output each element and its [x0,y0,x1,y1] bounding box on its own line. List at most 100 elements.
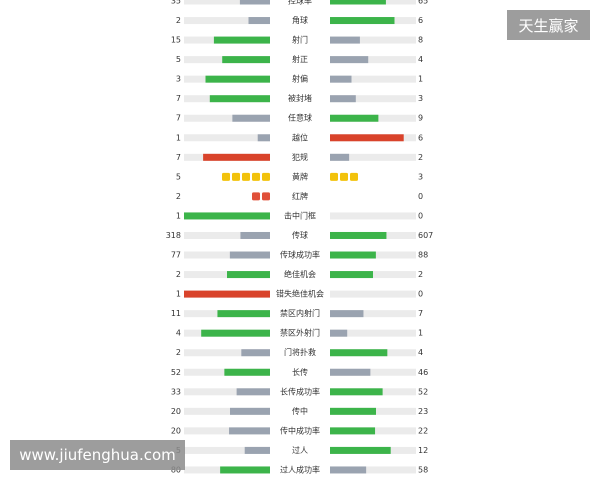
right-value: 0 [418,290,423,299]
card-icon [350,172,358,181]
right-value: 607 [418,231,433,240]
right-value: 2 [418,153,423,162]
bar-track [184,0,270,5]
bar-track [184,349,270,357]
right-bar [330,310,364,318]
right-value: 46 [418,368,428,377]
left-value: 2 [176,16,181,25]
left-value: 1 [176,133,181,142]
bar-track [330,310,416,318]
right-value: 0 [418,192,423,201]
right-bar [330,349,388,357]
card-icon [252,192,260,201]
right-bar [330,0,386,5]
left-bar [248,17,270,25]
left-value: 1 [176,211,181,220]
left-value: 20 [171,407,181,416]
left-bar [224,368,270,376]
bar-track [330,153,416,161]
right-bar [330,388,383,396]
right-bar [330,95,356,103]
left-value: 15 [171,36,181,45]
right-bar [330,231,387,239]
left-bar [222,56,270,64]
left-value: 4 [176,329,181,338]
stat-label: 传球成功率 [280,250,320,260]
bar-track [184,427,270,435]
card-icon [262,172,270,181]
right-value: 22 [418,426,428,435]
left-bar [220,466,270,474]
left-value: 7 [176,114,181,123]
right-value: 88 [418,251,428,260]
bar-track [330,75,416,83]
right-value: 9 [418,114,423,123]
stat-label: 任意球 [288,113,312,123]
bar-track [330,290,416,298]
left-bar [227,271,270,279]
stat-label: 射正 [292,54,308,64]
stat-label: 传球 [292,230,308,240]
left-bar [239,0,270,5]
right-value: 3 [418,172,423,181]
right-bar [330,329,348,337]
right-value: 6 [418,133,423,142]
right-bar [330,427,376,435]
bar-track [330,56,416,64]
left-bar [240,231,270,239]
left-bar [257,134,270,142]
left-value: 52 [171,368,181,377]
card-icon [330,172,338,181]
left-bar [229,427,270,435]
bar-track [184,446,270,454]
right-bar [330,153,350,161]
right-value: 23 [418,407,428,416]
right-value: 2 [418,270,423,279]
card-icon [242,172,250,181]
bar-track [330,466,416,474]
bar-track [330,212,416,220]
bar-track [184,388,270,396]
left-bar [244,446,270,454]
right-value: 1 [418,75,423,84]
left-value: 5 [176,172,181,181]
left-bar [213,36,270,44]
stat-label: 门将扑救 [284,347,316,357]
stat-label: 过人 [292,445,308,455]
stat-label: 绝佳机会 [284,269,316,279]
stat-label: 犯规 [292,152,308,162]
right-value: 52 [418,387,428,396]
right-bar [330,466,367,474]
bar-track [330,95,416,103]
stat-label: 长传 [292,367,308,377]
right-bar [330,114,379,122]
left-bar [184,212,270,220]
left-value: 3 [176,75,181,84]
right-value: 7 [418,309,423,318]
right-bar [330,446,391,454]
stat-label: 禁区外射门 [280,328,320,338]
left-value: 20 [171,426,181,435]
stat-label: 被封堵 [288,93,312,103]
left-bar [230,407,270,415]
bar-track [184,114,270,122]
stat-label: 射偏 [292,74,308,84]
left-bar [217,310,270,318]
stat-label: 红牌 [292,191,308,201]
right-value: 1 [418,329,423,338]
card-icon [340,172,348,181]
right-bar [330,134,404,142]
left-bar [241,349,270,357]
right-value: 4 [418,55,423,64]
stat-label: 长传成功率 [280,386,320,396]
stat-label: 错失绝佳机会 [276,289,324,299]
bar-track [184,17,270,25]
bar-track [330,36,416,44]
right-bar [330,251,376,259]
bar-track [184,407,270,415]
right-value: 65 [418,0,428,6]
left-value: 11 [171,309,181,318]
right-value: 8 [418,36,423,45]
right-value: 4 [418,348,423,357]
